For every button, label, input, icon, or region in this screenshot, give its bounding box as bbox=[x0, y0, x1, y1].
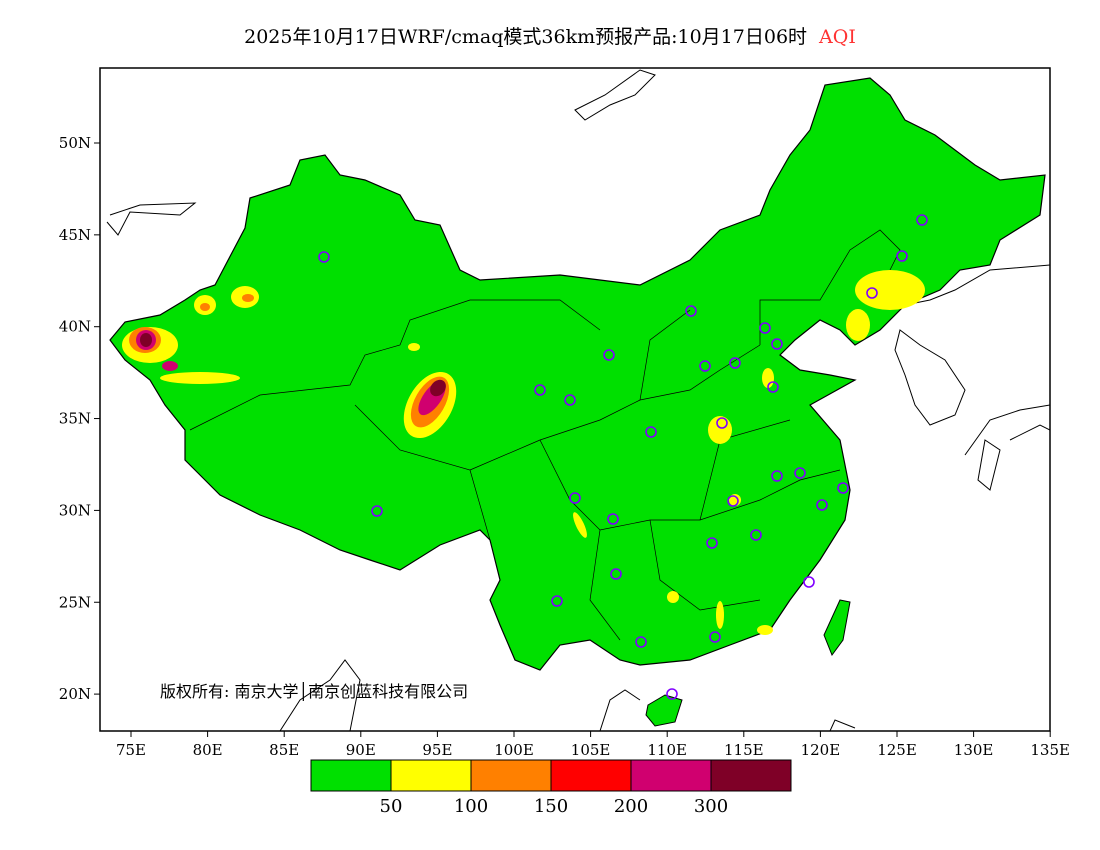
legend-label: 150 bbox=[534, 796, 568, 817]
lon-tick-label: 135E bbox=[1030, 741, 1070, 759]
lat-tick-label: 50N bbox=[59, 134, 91, 152]
legend-label: 300 bbox=[694, 796, 728, 817]
lon-tick-label: 85E bbox=[269, 741, 299, 759]
city-marker bbox=[666, 688, 678, 700]
legend-label: 50 bbox=[380, 796, 403, 817]
city-marker bbox=[816, 499, 828, 511]
map-title: 2025年10月17日WRF/cmaq模式36km预报产品:10月17日06时 A… bbox=[0, 22, 1100, 49]
lon-tick-label: 115E bbox=[724, 741, 764, 759]
city-marker bbox=[750, 529, 762, 541]
lon-tick-label: 130E bbox=[954, 741, 994, 759]
city-marker bbox=[371, 505, 383, 517]
copyright-text: 版权所有: 南京大学│南京创蓝科技有限公司 bbox=[160, 681, 468, 701]
lon-tick-label: 100E bbox=[494, 741, 534, 759]
lon-tick-label: 110E bbox=[647, 741, 687, 759]
city-marker bbox=[534, 384, 546, 396]
lon-tick-label: 75E bbox=[116, 741, 146, 759]
city-marker bbox=[685, 305, 697, 317]
city-marker bbox=[896, 250, 908, 262]
legend-swatch bbox=[390, 759, 472, 792]
city-marker bbox=[607, 513, 619, 525]
city-marker bbox=[916, 214, 928, 226]
city-marker bbox=[610, 568, 622, 580]
lat-tick-label: 40N bbox=[59, 318, 91, 336]
legend-label: 100 bbox=[454, 796, 488, 817]
aqi-patches bbox=[122, 270, 925, 635]
legend-swatch bbox=[470, 759, 552, 792]
legend-swatch bbox=[310, 759, 392, 792]
china-landmass bbox=[109, 77, 1046, 671]
city-marker bbox=[318, 251, 330, 263]
southeast-asia-coast bbox=[279, 659, 856, 731]
lat-tick-label: 30N bbox=[59, 501, 91, 519]
city-marker bbox=[569, 492, 581, 504]
map-frame bbox=[99, 67, 1051, 732]
city-marker bbox=[727, 495, 739, 507]
city-markers bbox=[318, 214, 928, 700]
lon-tick-label: 125E bbox=[877, 741, 917, 759]
city-marker bbox=[603, 349, 615, 361]
city-marker bbox=[794, 467, 806, 479]
city-marker bbox=[837, 482, 849, 494]
lat-tick-label: 35N bbox=[59, 410, 91, 428]
city-marker bbox=[771, 338, 783, 350]
city-marker bbox=[706, 537, 718, 549]
lon-tick-label: 120E bbox=[801, 741, 841, 759]
city-marker bbox=[716, 417, 728, 429]
legend-swatch bbox=[710, 759, 792, 792]
lon-tick-label: 80E bbox=[193, 741, 223, 759]
lat-tick-label: 20N bbox=[59, 685, 91, 703]
legend-swatch bbox=[550, 759, 632, 792]
city-marker bbox=[564, 394, 576, 406]
city-marker bbox=[551, 595, 563, 607]
lon-tick-label: 105E bbox=[571, 741, 611, 759]
russia-coast bbox=[106, 69, 656, 236]
city-marker bbox=[729, 357, 741, 369]
city-marker bbox=[709, 631, 721, 643]
city-marker bbox=[645, 426, 657, 438]
lon-tick-label: 95E bbox=[422, 741, 452, 759]
city-marker bbox=[866, 287, 878, 299]
lat-tick-label: 45N bbox=[59, 226, 91, 244]
legend-swatch bbox=[630, 759, 712, 792]
city-marker bbox=[803, 576, 815, 588]
title-text: 2025年10月17日WRF/cmaq模式36km预报产品:10月17日06时 bbox=[244, 26, 808, 48]
axis-ticks: 75E 80E 85E 90E 95E 100E 105E 110E 115E 120E 125E 1… bbox=[59, 134, 1070, 759]
city-marker bbox=[759, 322, 771, 334]
city-marker bbox=[771, 470, 783, 482]
city-marker bbox=[767, 381, 779, 393]
legend-label: 200 bbox=[614, 796, 648, 817]
city-marker bbox=[699, 360, 711, 372]
city-marker bbox=[635, 636, 647, 648]
hainan-island bbox=[645, 694, 683, 727]
lat-tick-label: 25N bbox=[59, 593, 91, 611]
taiwan-island bbox=[823, 599, 851, 657]
color-legend: 50 100 150 200 300 bbox=[310, 759, 792, 817]
korea-japan-coastline bbox=[894, 264, 1050, 491]
lon-tick-label: 90E bbox=[346, 741, 376, 759]
title-variable: AQI bbox=[819, 26, 856, 48]
